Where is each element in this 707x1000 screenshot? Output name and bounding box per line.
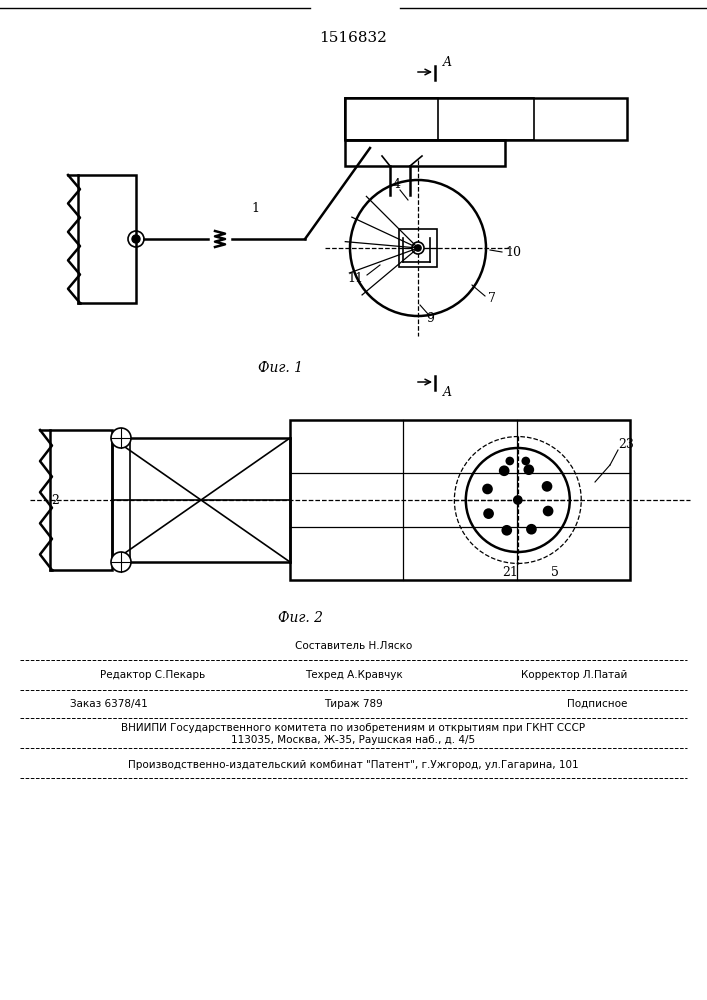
- Circle shape: [483, 484, 492, 493]
- Text: Тираж 789: Тираж 789: [324, 699, 383, 709]
- Text: Редактор С.Пекарь: Редактор С.Пекарь: [100, 670, 205, 680]
- Circle shape: [415, 245, 421, 251]
- Text: Фиг. 2: Фиг. 2: [278, 611, 322, 625]
- Text: 10: 10: [505, 245, 521, 258]
- Text: 1: 1: [251, 202, 259, 215]
- Text: Техред А.Кравчук: Техред А.Кравчук: [305, 670, 402, 680]
- Circle shape: [500, 466, 508, 475]
- Text: 9: 9: [426, 312, 434, 324]
- Text: Фиг. 1: Фиг. 1: [257, 361, 303, 375]
- Text: Корректор Л.Патай: Корректор Л.Патай: [520, 670, 627, 680]
- Bar: [345, 140, 505, 166]
- Bar: [399, 229, 437, 267]
- Circle shape: [525, 465, 533, 474]
- Circle shape: [542, 482, 551, 491]
- Circle shape: [412, 242, 424, 254]
- Circle shape: [514, 496, 522, 504]
- Circle shape: [502, 526, 511, 535]
- Text: Составитель Н.Ляско: Составитель Н.Ляско: [295, 641, 412, 651]
- Text: Подписное: Подписное: [566, 699, 627, 709]
- Bar: [345, 98, 438, 140]
- Text: 1516832: 1516832: [320, 31, 387, 45]
- Text: 2: 2: [51, 493, 59, 506]
- Text: Заказ 6378/41: Заказ 6378/41: [70, 699, 148, 709]
- Circle shape: [522, 458, 530, 464]
- Text: A: A: [443, 385, 452, 398]
- Text: 5: 5: [551, 566, 559, 578]
- Text: 11: 11: [347, 271, 363, 284]
- Text: 4: 4: [393, 178, 401, 192]
- Circle shape: [132, 235, 140, 243]
- Bar: [78, 175, 136, 303]
- Circle shape: [111, 552, 131, 572]
- Circle shape: [527, 525, 536, 534]
- Text: ВНИИПИ Государственного комитета по изобретениям и открытиям при ГКНТ СССР: ВНИИПИ Государственного комитета по изоб…: [122, 723, 585, 733]
- Bar: [290, 420, 630, 580]
- Circle shape: [484, 509, 493, 518]
- Text: Производственно-издательский комбинат "Патент", г.Ужгород, ул.Гагарина, 101: Производственно-издательский комбинат "П…: [128, 760, 579, 770]
- Text: 7: 7: [488, 292, 496, 304]
- Bar: [50, 430, 112, 570]
- Bar: [345, 98, 627, 140]
- Text: 21: 21: [502, 566, 518, 578]
- Circle shape: [544, 507, 553, 516]
- Circle shape: [111, 428, 131, 448]
- Circle shape: [506, 458, 513, 464]
- Text: 113035, Москва, Ж-35, Раушская наб., д. 4/5: 113035, Москва, Ж-35, Раушская наб., д. …: [231, 735, 476, 745]
- Text: A: A: [443, 55, 452, 68]
- Text: 23: 23: [618, 438, 634, 450]
- Bar: [345, 98, 534, 140]
